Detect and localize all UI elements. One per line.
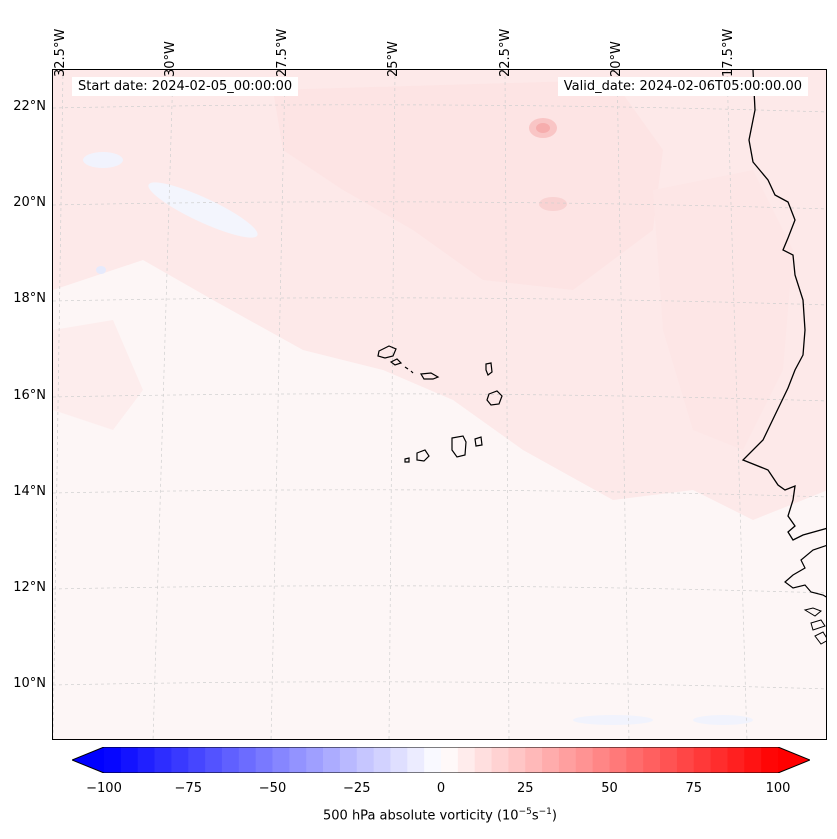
- bijagos-islands: [803, 607, 826, 645]
- colorbar-bin: [120, 747, 139, 773]
- colorbar-tick-label: −75: [174, 781, 202, 796]
- gridlines: [53, 70, 826, 739]
- colorbar-bin: [693, 747, 712, 773]
- colorbar-bin: [407, 747, 425, 773]
- lat-label-14n: 14°N: [13, 484, 46, 499]
- colorbar-bins: [72, 747, 810, 773]
- colorbar-bin: [171, 747, 189, 773]
- start-date-label: Start date: 2024-02-05_00:00:00: [72, 77, 299, 96]
- colorbar-bin: [104, 747, 122, 773]
- colorbar-bin: [154, 747, 172, 773]
- colorbar-bin: [558, 747, 577, 773]
- colorbar-bin: [339, 747, 358, 773]
- colorbar-bin: [255, 747, 273, 773]
- lat-label-18n: 18°N: [13, 291, 46, 306]
- colorbar-bin: [188, 747, 206, 773]
- colorbar-bin: [306, 747, 324, 773]
- colorbar-tick-label: 75: [685, 781, 703, 796]
- colorbar-bin: [660, 747, 678, 773]
- valid-date-label: Valid_date: 2024-02-06T05:00:00.00: [557, 77, 808, 96]
- colorbar-bin: [474, 747, 493, 773]
- colorbar-tick-label: 50: [601, 781, 618, 796]
- lon-label-22-5w: 22.5°W: [498, 28, 513, 77]
- colorbar-tick-label: −100: [86, 781, 122, 796]
- colorbar-bin: [221, 747, 240, 773]
- colorbar-tick-label: 0: [436, 781, 446, 796]
- colorbar-bin: [373, 747, 391, 773]
- colorbar-bin: [238, 747, 257, 773]
- lat-label-22n: 22°N: [13, 99, 46, 114]
- colorbar-tick-label: 100: [765, 781, 791, 796]
- cape-verde-islands: [377, 345, 503, 463]
- colorbar-bin: [272, 747, 290, 773]
- colorbar-bin: [676, 747, 695, 773]
- vorticity-map: [53, 70, 826, 739]
- lon-label-20w: 20°W: [609, 41, 624, 77]
- colorbar-bin: [508, 747, 526, 773]
- colorbar-bin: [744, 747, 762, 773]
- colorbar-tick-label: 25: [516, 781, 534, 796]
- colorbar-bin: [542, 747, 560, 773]
- lon-label-25w: 25°W: [386, 41, 401, 77]
- colorbar-bin: [441, 747, 459, 773]
- map-panel: [52, 69, 827, 740]
- colorbar-bin: [491, 747, 509, 773]
- lon-label-32-5w: 32.5°W: [53, 28, 68, 77]
- lon-label-17-5w: 17.5°W: [721, 28, 736, 77]
- colorbar-bin: [592, 747, 610, 773]
- colorbar-bin: [525, 747, 543, 773]
- colorbar-bin: [289, 747, 307, 773]
- colorbar-bin: [137, 747, 156, 773]
- colorbar-bin: [457, 747, 476, 773]
- colorbar-min-arrow: [72, 747, 104, 773]
- colorbar-bin: [424, 747, 442, 773]
- colorbar: [72, 747, 810, 773]
- colorbar-max-arrow: [778, 747, 810, 773]
- lat-label-12n: 12°N: [13, 580, 46, 595]
- colorbar-bin: [727, 747, 745, 773]
- lat-label-20n: 20°N: [13, 195, 46, 210]
- lon-label-30w: 30°W: [163, 41, 178, 77]
- vorticity-shading: [53, 70, 826, 725]
- colorbar-bin: [323, 747, 341, 773]
- colorbar-tick-label: −25: [343, 781, 371, 796]
- colorbar-bin: [609, 747, 627, 773]
- colorbar-tick-label: −50: [258, 781, 287, 796]
- colorbar-bin: [626, 747, 644, 773]
- colorbar-bin: [575, 747, 594, 773]
- colorbar-bin: [390, 747, 408, 773]
- guinea-bissau-coast: [784, 545, 826, 598]
- lat-label-16n: 16°N: [13, 388, 46, 403]
- africa-coastline: [741, 70, 826, 541]
- colorbar-label: 500 hPa absolute vorticity (10−5s−1): [323, 807, 557, 824]
- colorbar-bin: [761, 747, 779, 773]
- colorbar-bin: [356, 747, 375, 773]
- colorbar-bin: [205, 747, 223, 773]
- colorbar-bin: [710, 747, 728, 773]
- colorbar-bin: [643, 747, 661, 773]
- lat-label-10n: 10°N: [13, 676, 46, 691]
- lon-label-27-5w: 27.5°W: [275, 28, 290, 77]
